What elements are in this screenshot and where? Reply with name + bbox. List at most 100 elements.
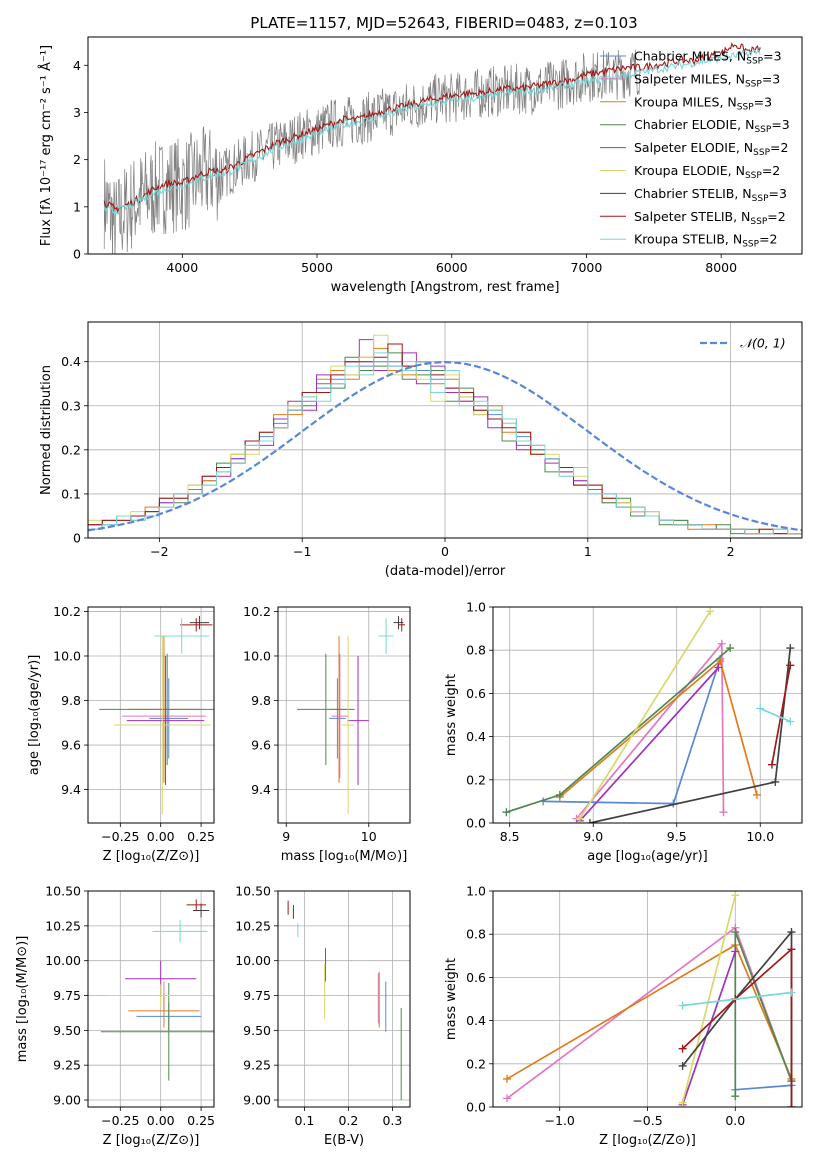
- x-tick-label: 0.25: [187, 1113, 215, 1128]
- weight-marker: [503, 1074, 512, 1083]
- y-tick-label: 10.00: [235, 953, 271, 968]
- panel-age_vs_mass: 9 10 9.4 9.6 9.8 10.0 10.2 mass [log₁₀(M/M⊙)]: [243, 604, 411, 864]
- y-tick-label: 10.25: [235, 918, 271, 933]
- x-axis-label: Z [log₁₀(Z/Z⊙)]: [599, 1133, 696, 1148]
- weight-marker: [714, 663, 723, 672]
- x-tick-label: 0: [441, 544, 449, 559]
- x-tick-label: 0.00: [147, 1113, 175, 1128]
- x-axis-label: wavelength [Angstrom, rest frame]: [331, 280, 560, 295]
- y-tick-label: 9.8: [61, 693, 81, 708]
- weight-marker: [678, 1044, 687, 1053]
- y-tick-label: 0.2: [466, 772, 486, 787]
- weight-marker: [756, 704, 765, 713]
- y-tick-label: 0.2: [61, 442, 81, 457]
- weight-marker: [678, 1061, 687, 1070]
- normal-curve: [88, 360, 802, 532]
- weight-marker: [503, 1094, 512, 1103]
- legend-label: Kroupa MILES, NSSP=3: [634, 94, 772, 112]
- x-tick-label: 1: [584, 544, 592, 559]
- y-tick-label: 10.2: [243, 604, 271, 619]
- weight-line-pink: [506, 926, 793, 1100]
- x-tick-label: 0.3: [382, 1113, 402, 1128]
- legend-label: Kroupa ELODIE, NSSP=2: [634, 163, 780, 181]
- y-tick-label: 9.25: [243, 1058, 271, 1073]
- weight-marker: [787, 988, 796, 997]
- y-axis-label: mass weight: [444, 958, 459, 1040]
- weight-marker: [575, 814, 584, 823]
- y-tick-label: 0.2: [466, 1056, 486, 1071]
- spectrum-line-cyan: [103, 49, 761, 216]
- weight-marker: [731, 1092, 740, 1101]
- weight-marker: [786, 644, 795, 653]
- weight-line-darkgray: [681, 929, 793, 1107]
- y-tick-label: 0.6: [466, 686, 486, 701]
- y-tick-label: 9.8: [251, 693, 271, 708]
- x-tick-label: 9: [282, 829, 290, 844]
- panel-age_vs_Z: −0.25 0.00 0.25 9.4 9.6 9.8 10.0 10.2 Z [log₁₀(Z…: [27, 604, 215, 864]
- axes-frame: [87, 36, 803, 255]
- y-tick-label: 9.50: [243, 1023, 271, 1038]
- x-axis-label: Z [log₁₀(Z/Z⊙)]: [103, 849, 200, 864]
- x-tick-label: −0.25: [101, 829, 139, 844]
- panel-residuals: −2 −1 0 1 2 0 0.1 0.2 0.3 0.4 (data-model)/error No…: [39, 321, 803, 579]
- y-tick-label: 3: [73, 105, 81, 120]
- y-tick-label: 10.00: [45, 953, 81, 968]
- y-tick-label: 10.25: [45, 918, 81, 933]
- y-tick-label: 0.0: [466, 816, 486, 831]
- y-tick-label: 10.50: [235, 884, 271, 899]
- legend-label: Chabrier MILES, NSSP=3: [634, 49, 782, 67]
- y-tick-label: 10.0: [53, 648, 81, 663]
- x-tick-label: 9.0: [583, 829, 603, 844]
- x-tick-label: 0.1: [294, 1113, 314, 1128]
- x-tick-label: 0.25: [187, 829, 215, 844]
- weight-marker: [555, 790, 564, 799]
- x-tick-label: 0.0: [725, 1113, 745, 1128]
- x-tick-label: 8000: [705, 260, 737, 275]
- axes-frame: [87, 890, 215, 1108]
- y-tick-label: 10.2: [53, 604, 81, 619]
- y-tick-label: 0: [73, 531, 81, 546]
- weight-line-purple: [579, 666, 720, 822]
- y-axis-label: age [log₁₀(age/yr)]: [27, 655, 42, 776]
- y-tick-label: 9.6: [61, 738, 81, 753]
- histogram-cyan: [88, 352, 802, 535]
- figure-title: PLATE=1157, MJD=52643, FIBERID=0483, z=0…: [250, 14, 637, 32]
- y-tick-label: 9.6: [251, 738, 271, 753]
- y-tick-label: 0.4: [61, 354, 81, 369]
- x-tick-label: 7000: [571, 260, 603, 275]
- weight-line-cyan: [682, 991, 792, 1007]
- legend-label: 𝒩(0, 1): [740, 336, 786, 351]
- y-tick-label: 9.00: [53, 1093, 81, 1108]
- panel-weight_vs_Z: −1.0 −0.5 0.0 0.0 0.2 0.4 0.6 0.8 1.0 Z [log₁₀(Z/…: [444, 884, 803, 1148]
- x-tick-label: 5000: [301, 260, 333, 275]
- plot-area: [103, 42, 761, 254]
- weight-line-purple: [681, 951, 737, 1106]
- y-tick-label: 0.8: [466, 643, 486, 658]
- plot-area: [502, 607, 795, 823]
- axes-frame: [277, 606, 411, 824]
- weight-marker: [719, 808, 728, 817]
- weight-marker: [726, 644, 735, 653]
- weight-line-darkred: [682, 947, 793, 1107]
- weight-marker: [787, 1103, 796, 1107]
- y-tick-label: 0.1: [61, 486, 81, 501]
- axes-frame: [277, 890, 411, 1108]
- x-tick-label: 10.0: [746, 829, 774, 844]
- legend: 𝒩(0, 1): [700, 336, 786, 351]
- x-tick-label: 0.2: [338, 1113, 358, 1128]
- weight-line-cyan: [759, 707, 791, 723]
- y-axis-label: Normed distribution: [39, 365, 54, 495]
- panel-spectrum: 4000 5000 6000 7000 8000 0 1 2 3 4 wavelength [Ang…: [38, 36, 803, 295]
- y-tick-label: 1.0: [466, 600, 486, 615]
- weight-marker: [752, 790, 761, 799]
- y-tick-label: 9.4: [61, 782, 81, 797]
- plot-area: [503, 891, 796, 1107]
- legend-label: Salpeter ELODIE, NSSP=2: [634, 140, 788, 158]
- weight-line-steelblue: [735, 1084, 792, 1091]
- weight-line-lightyellow: [579, 610, 711, 820]
- legend-label: Salpeter STELIB, NSSP=2: [634, 209, 786, 227]
- y-tick-label: 0.4: [466, 1013, 486, 1028]
- y-tick-label: 0.4: [466, 729, 486, 744]
- y-tick-label: 10.0: [243, 648, 271, 663]
